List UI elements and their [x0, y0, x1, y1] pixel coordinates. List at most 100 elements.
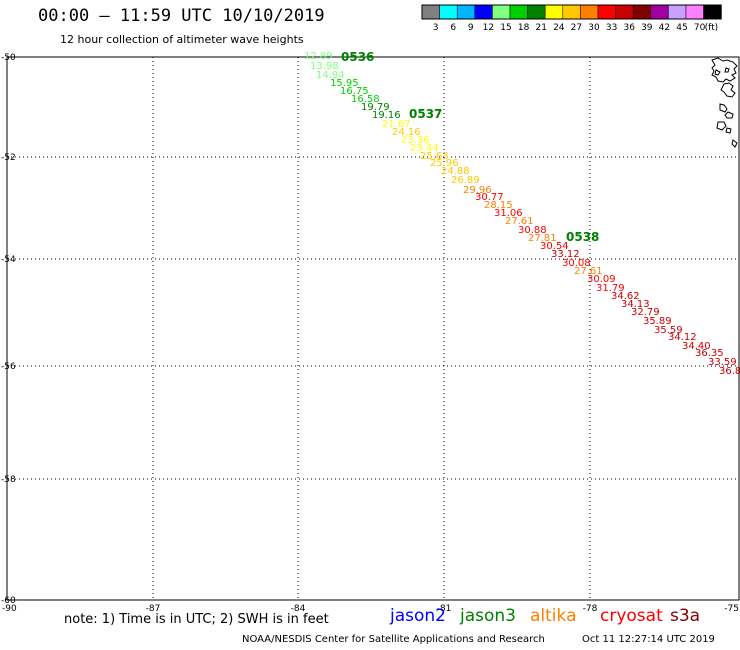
wave-height-label: 13.98	[310, 61, 339, 72]
wave-height-label: 24.88	[441, 166, 470, 177]
wave-height-label: 34.40	[682, 341, 711, 352]
color-scale-label: 9	[468, 23, 474, 33]
lon-corner-left: -90	[2, 604, 17, 614]
page-subtitle: 12 hour collection of altimeter wave hei…	[60, 33, 304, 46]
wave-height-label: 30.08	[562, 258, 591, 269]
pass-label: 0536	[341, 50, 374, 64]
wave-height-label: 16.75	[340, 86, 369, 97]
pass-label: 0537	[409, 107, 442, 121]
color-scale-label: 12	[483, 23, 494, 33]
color-scale-swatch	[474, 4, 493, 20]
coastline	[716, 121, 732, 134]
color-scale-label: 45	[676, 23, 687, 33]
legend-s3a: s3a	[670, 606, 701, 626]
lat-label: -52	[1, 153, 16, 163]
wave-height-label: 33.12	[551, 249, 580, 260]
color-scale-swatch	[544, 4, 564, 20]
wave-height-label: 34.13	[621, 299, 650, 310]
color-scale-label: 15	[500, 23, 511, 33]
color-scale-swatch	[421, 4, 440, 20]
lon-label: -78	[583, 604, 598, 614]
color-scale-label: 18	[518, 23, 530, 33]
wave-height-label: 34.62	[611, 291, 640, 302]
color-scale-swatch	[509, 4, 528, 20]
wave-height-label: 35.89	[643, 316, 672, 327]
color-scale-label: (ft)	[705, 23, 719, 33]
credit-text: NOAA/NESDIS Center for Satellite Applica…	[242, 634, 545, 645]
wave-height-label: 25.96	[430, 158, 459, 169]
color-scale-label: 6	[450, 23, 456, 33]
lon-corner-right: -75	[724, 604, 739, 614]
wave-height-label: 27.61	[574, 266, 603, 277]
color-scale-label: 36	[623, 23, 635, 33]
wave-height-label: 30.09	[587, 274, 616, 285]
footer-note: note: 1) Time is in UTC; 2) SWH is in fe…	[64, 612, 329, 627]
lon-label: -87	[146, 604, 161, 614]
color-scale-label: 70	[694, 23, 706, 33]
wave-height-label: 25.63	[420, 151, 449, 162]
wave-height-label: 24.16	[392, 127, 421, 138]
wave-height-label: 30.54	[540, 241, 569, 252]
lon-label: -81	[437, 604, 452, 614]
wave-height-label: 27.61	[505, 216, 534, 227]
wave-height-label: 29.96	[463, 185, 492, 196]
coastline	[719, 103, 734, 119]
legend-cryosat: cryosat	[600, 606, 663, 626]
legend-altika: altika	[530, 606, 577, 626]
pass-label: 0538	[566, 230, 599, 244]
color-scale-swatch	[527, 4, 546, 20]
lat-label: -56	[1, 362, 16, 372]
lat-label: -50	[1, 53, 16, 63]
timestamp-text: Oct 11 12:27:14 UTC 2019	[582, 634, 715, 645]
wave-height-label: 19.79	[361, 102, 390, 113]
color-scale-frame	[421, 4, 722, 20]
color-scale-swatch	[632, 4, 652, 20]
coastline	[714, 67, 730, 76]
coastline	[731, 139, 738, 148]
wave-height-label: 36.35	[695, 348, 724, 359]
color-scale-swatch	[685, 4, 704, 20]
color-scale-swatch	[439, 4, 458, 20]
wave-height-label: 26.89	[451, 175, 480, 186]
wave-height-label: 35.59	[654, 325, 683, 336]
wave-height-label: 30.88	[518, 225, 547, 236]
wave-height-label: 21.67	[382, 119, 411, 130]
color-scale-label: 21	[535, 23, 546, 33]
wave-height-label: 27.81	[528, 233, 557, 244]
color-scale-swatch	[580, 4, 599, 20]
page-title: 00:00 – 11:59 UTC 10/10/2019	[38, 6, 325, 26]
wave-height-label: 16.58	[351, 94, 380, 105]
color-scale-swatch	[456, 4, 476, 20]
color-scale-label: 27	[571, 23, 582, 33]
color-scale-label: 30	[588, 23, 600, 33]
wave-height-label: 28.15	[484, 200, 513, 211]
wave-height-label: 15.95	[330, 78, 359, 89]
map-frame	[6, 56, 740, 601]
lat-label: -60	[1, 596, 16, 606]
color-scale-label: 39	[641, 23, 653, 33]
color-scale-swatch	[703, 4, 722, 20]
color-scale-label: 33	[606, 23, 617, 33]
color-scale-label: 24	[553, 23, 565, 33]
coastline	[720, 82, 736, 98]
lon-label: -84	[291, 604, 306, 614]
wave-height-label: 14.94	[316, 70, 345, 81]
wave-height-label: 23.36	[401, 135, 430, 146]
color-scale-swatch	[615, 4, 634, 20]
color-scale-swatch	[562, 4, 581, 20]
color-scale-swatch	[597, 4, 616, 20]
color-scale-label: 42	[659, 23, 670, 33]
wave-height-label: 30.77	[475, 192, 504, 203]
wave-height-label: 36.8	[719, 366, 740, 377]
lat-label: -58	[1, 475, 16, 485]
wave-height-label: 32.79	[631, 307, 660, 318]
wave-height-label: 12.89	[304, 51, 333, 62]
wave-height-label: 33.59	[708, 357, 737, 368]
wave-height-label: 34.12	[668, 332, 697, 343]
wave-height-label: 19.16	[372, 110, 401, 121]
lat-label: -54	[1, 255, 16, 265]
wave-height-label: 23.44	[410, 143, 439, 154]
legend-jason3: jason3	[460, 606, 516, 626]
legend-jason2: jason2	[390, 606, 446, 626]
